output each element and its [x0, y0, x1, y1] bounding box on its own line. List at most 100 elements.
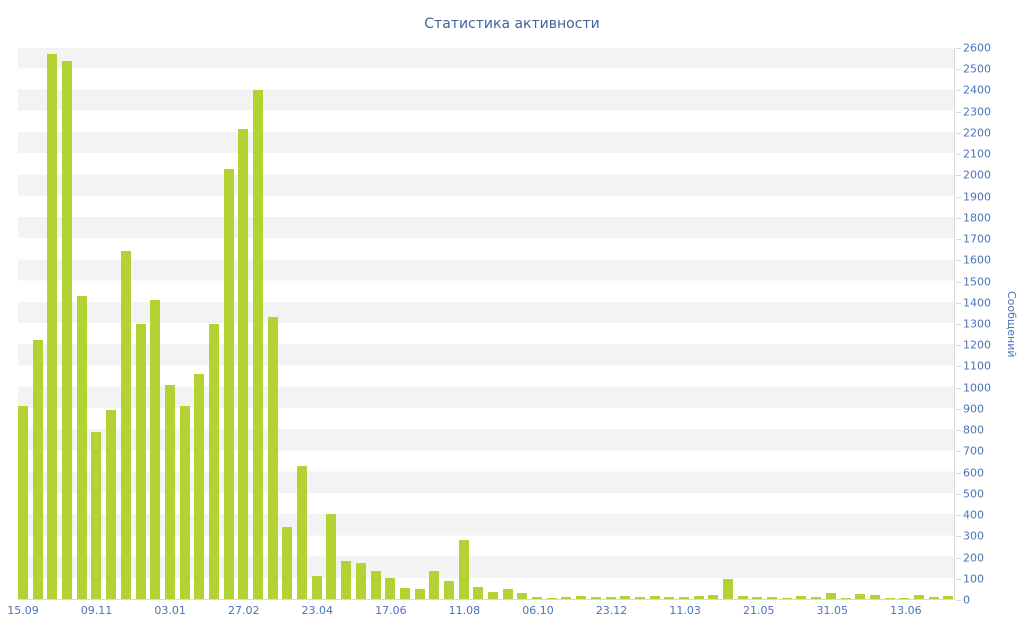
bar[interactable]: [634, 596, 645, 599]
bar[interactable]: [341, 560, 352, 599]
y-axis-tick: [956, 408, 961, 410]
bar[interactable]: [913, 594, 924, 599]
y-axis-tick-label: 1200: [963, 338, 991, 352]
bar[interactable]: [443, 581, 454, 599]
bar[interactable]: [179, 406, 190, 599]
bar[interactable]: [576, 595, 587, 599]
bar[interactable]: [488, 591, 498, 599]
y-axis-tick: [956, 281, 961, 283]
bar[interactable]: [708, 594, 719, 599]
bar[interactable]: [869, 594, 880, 599]
bar[interactable]: [370, 571, 381, 599]
bar[interactable]: [855, 593, 866, 599]
bar[interactable]: [532, 596, 543, 599]
y-axis-tick-label: 2400: [963, 83, 991, 97]
y-axis-tick-label: 100: [963, 572, 984, 586]
x-axis-label: 23.04: [301, 604, 334, 617]
bar[interactable]: [693, 595, 704, 599]
bar[interactable]: [164, 384, 175, 599]
bar[interactable]: [223, 168, 234, 599]
bar[interactable]: [135, 323, 146, 599]
bar[interactable]: [767, 596, 778, 599]
bar[interactable]: [723, 578, 733, 599]
bar[interactable]: [414, 589, 425, 599]
bar[interactable]: [796, 595, 807, 599]
y-axis-tick: [956, 387, 961, 389]
bar[interactable]: [282, 526, 293, 599]
bar[interactable]: [473, 587, 484, 599]
y-axis-tick: [956, 111, 961, 113]
bar[interactable]: [385, 577, 396, 599]
bar[interactable]: [943, 595, 954, 599]
bar[interactable]: [546, 597, 557, 599]
bar[interactable]: [737, 595, 748, 599]
x-axis-label: 09.11: [80, 604, 113, 617]
bar[interactable]: [120, 251, 131, 599]
bar[interactable]: [106, 410, 117, 599]
y-axis-tick-label: 2100: [963, 147, 991, 161]
y-axis-tick: [956, 132, 961, 134]
bar[interactable]: [899, 597, 910, 599]
chart-title: Статистика активности: [424, 16, 600, 32]
bar[interactable]: [238, 128, 249, 599]
bar[interactable]: [76, 295, 87, 599]
bar[interactable]: [502, 589, 513, 599]
y-axis-tick-label: 1900: [963, 190, 991, 204]
bar[interactable]: [194, 374, 205, 599]
bar[interactable]: [399, 588, 410, 599]
y-axis-tick: [956, 451, 961, 453]
bar[interactable]: [32, 340, 43, 599]
bar[interactable]: [811, 596, 822, 599]
bar[interactable]: [429, 571, 440, 599]
y-axis-tick-label: 1600: [963, 253, 991, 267]
y-axis-tick-label: 300: [963, 529, 984, 543]
y-axis-tick: [956, 196, 961, 198]
bar[interactable]: [664, 596, 675, 599]
bar[interactable]: [297, 465, 308, 599]
x-axis-label: 21.05: [742, 604, 775, 617]
y-axis-tick-label: 1400: [963, 296, 991, 310]
bar[interactable]: [884, 597, 895, 599]
bar[interactable]: [781, 597, 792, 599]
y-axis-tick: [956, 536, 961, 538]
y-axis-tick: [956, 557, 961, 559]
bar[interactable]: [150, 300, 161, 599]
y-axis-tick-label: 2500: [963, 62, 991, 76]
bar[interactable]: [355, 562, 366, 599]
y-axis-tick-label: 1500: [963, 275, 991, 289]
bar[interactable]: [620, 595, 631, 599]
bar[interactable]: [47, 54, 58, 599]
bar[interactable]: [62, 60, 73, 599]
bar[interactable]: [311, 575, 322, 599]
bar[interactable]: [678, 596, 689, 599]
y-axis-tick-label: 1700: [963, 232, 991, 246]
bar[interactable]: [752, 596, 763, 599]
bar[interactable]: [458, 539, 469, 599]
y-axis-title: Сообщений: [1005, 290, 1018, 358]
y-axis-tick-label: 200: [963, 551, 984, 565]
bar[interactable]: [91, 431, 102, 599]
bar[interactable]: [605, 596, 616, 599]
x-axis-label: 15.09: [7, 604, 39, 617]
bar[interactable]: [267, 317, 278, 599]
y-axis-tick-label: 1800: [963, 211, 991, 225]
bar[interactable]: [928, 596, 939, 599]
y-axis-tick-label: 900: [963, 402, 984, 416]
bar[interactable]: [840, 597, 851, 599]
y-axis-tick-label: 1000: [963, 381, 991, 395]
bar[interactable]: [326, 514, 337, 599]
y-axis-tick-label: 0: [963, 593, 970, 607]
bar[interactable]: [590, 596, 601, 599]
bar[interactable]: [517, 592, 528, 599]
bar[interactable]: [208, 323, 219, 599]
x-axis-label: 27.02: [227, 604, 260, 617]
x-axis-label: 31.05: [816, 604, 849, 617]
bar[interactable]: [825, 592, 836, 599]
bar[interactable]: [18, 406, 28, 599]
bar[interactable]: [561, 596, 572, 599]
bar[interactable]: [649, 595, 660, 599]
bar[interactable]: [253, 90, 263, 599]
y-axis-tick: [956, 90, 961, 92]
y-axis-tick: [956, 217, 961, 219]
x-axis-label: 06.10: [522, 604, 554, 617]
